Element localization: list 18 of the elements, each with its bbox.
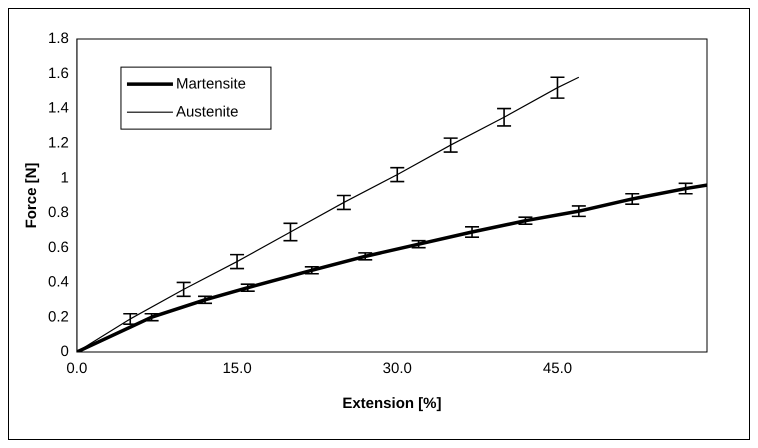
y-tick-label: 0	[60, 343, 69, 360]
y-tick-label: 1.2	[48, 134, 69, 152]
x-axis-title: Extension [%]	[342, 395, 442, 412]
legend-label: Austenite	[176, 103, 239, 120]
y-tick-label: 1.6	[48, 64, 69, 82]
legend-label: Martensite	[176, 75, 246, 92]
y-axis-title: Force [N]	[23, 162, 40, 228]
x-tick-label: 30.0	[382, 360, 412, 378]
x-tick-label: 0.0	[66, 360, 88, 378]
y-tick-label: 1	[60, 169, 69, 186]
y-tick-label: 1.8	[48, 30, 69, 48]
y-tick-label: 0.8	[48, 204, 69, 222]
x-tick-label: 15.0	[222, 360, 252, 378]
y-tick-label: 0.6	[48, 238, 69, 256]
y-tick-label: 0.4	[48, 274, 69, 291]
x-tick-label: 45.0	[542, 360, 572, 378]
y-tick-label: 0.2	[48, 308, 69, 326]
y-tick-label: 1.4	[48, 100, 69, 117]
